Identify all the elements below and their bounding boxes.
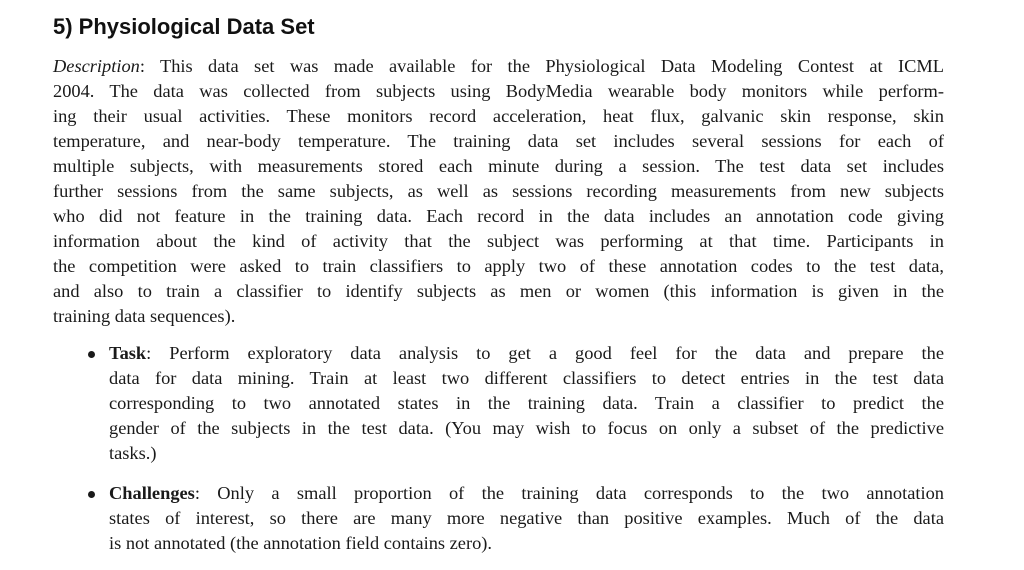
section-title: 5) Physiological Data Set	[53, 14, 315, 39]
line-text: multiple subjects, with measurements sto…	[53, 156, 944, 176]
bullet-line: Task: Perform exploratory data analysis …	[109, 341, 944, 366]
bullet-icon	[88, 351, 95, 358]
text-line: temperature, and near-body temperature. …	[53, 129, 944, 154]
line-text: tasks.)	[109, 443, 157, 463]
line-text: data for data mining. Train at least two…	[109, 368, 944, 388]
line-text: and also to train a classifier to identi…	[53, 281, 944, 301]
text-line: information about the kind of activity t…	[53, 229, 944, 254]
text-line: Description: This data set was made avai…	[53, 54, 944, 79]
description-label: Description	[53, 56, 140, 76]
bullet-line: is not annotated (the annotation field c…	[109, 531, 944, 556]
bullet-icon	[88, 491, 95, 498]
line-text: information about the kind of activity t…	[53, 231, 944, 251]
bullet-label: Task	[109, 343, 147, 363]
line-text: ing their usual activities. These monito…	[53, 106, 944, 126]
text-line: who did not feature in the training data…	[53, 204, 944, 229]
line-text: states of interest, so there are many mo…	[109, 508, 944, 528]
text-line: and also to train a classifier to identi…	[53, 279, 944, 304]
text-line: ing their usual activities. These monito…	[53, 104, 944, 129]
bullet-line: states of interest, so there are many mo…	[109, 506, 944, 531]
bullet-line: corresponding to two annotated states in…	[109, 391, 944, 416]
line-text: is not annotated (the annotation field c…	[109, 533, 493, 553]
text-line: training data sequences).	[53, 304, 944, 329]
line-text: : This data set was made available for t…	[139, 56, 944, 76]
line-text: 2004. The data was collected from subjec…	[53, 81, 944, 101]
line-text: gender of the subjects in the test data.…	[109, 418, 944, 438]
bullet-line: tasks.)	[109, 441, 944, 466]
bullet-line: gender of the subjects in the test data.…	[109, 416, 944, 441]
bullet-line: data for data mining. Train at least two…	[109, 366, 944, 391]
line-text: further sessions from the same subjects,…	[53, 181, 944, 201]
text-line: multiple subjects, with measurements sto…	[53, 154, 944, 179]
text-line: further sessions from the same subjects,…	[53, 179, 944, 204]
line-text: training data sequences).	[53, 306, 236, 326]
bullet-label: Challenges	[109, 483, 195, 503]
bullet-line: Challenges: Only a small proportion of t…	[109, 481, 944, 506]
line-text: the competition were asked to train clas…	[53, 256, 944, 276]
line-text: corresponding to two annotated states in…	[109, 393, 944, 413]
text-line: 2004. The data was collected from subjec…	[53, 79, 944, 104]
line-text: : Only a small proportion of the trainin…	[194, 483, 944, 503]
line-text: who did not feature in the training data…	[53, 206, 944, 226]
line-text: : Perform exploratory data analysis to g…	[146, 343, 944, 363]
line-text: temperature, and near-body temperature. …	[53, 131, 944, 151]
text-line: the competition were asked to train clas…	[53, 254, 944, 279]
